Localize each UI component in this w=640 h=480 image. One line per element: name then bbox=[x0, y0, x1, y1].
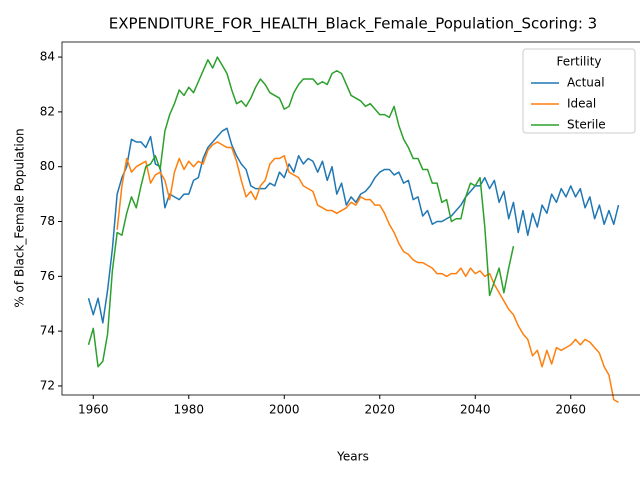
plot-frame bbox=[61, 41, 640, 396]
chart-title: EXPENDITURE_FOR_HEALTH_Black_Female_Popu… bbox=[109, 15, 597, 34]
legend-label: Ideal bbox=[567, 97, 596, 111]
y-tick-label: 82 bbox=[40, 104, 55, 118]
series-line bbox=[116, 141, 619, 404]
y-tick-label: 84 bbox=[40, 50, 55, 64]
y-tick-label: 76 bbox=[40, 269, 55, 283]
y-axis-label: % of Black_Female Population bbox=[13, 128, 27, 307]
y-tick-label: 78 bbox=[40, 214, 55, 228]
x-tick-label: 1980 bbox=[173, 403, 204, 417]
x-axis-label: Years bbox=[336, 450, 369, 464]
x-tick-label: 2060 bbox=[555, 403, 586, 417]
series-line bbox=[87, 127, 620, 324]
y-tick-label: 72 bbox=[40, 378, 55, 392]
x-tick-label: 1960 bbox=[78, 403, 109, 417]
legend-title: Fertility bbox=[556, 55, 601, 69]
legend-box bbox=[522, 48, 636, 134]
x-tick-label: 2020 bbox=[364, 403, 395, 417]
x-tick-label: 2000 bbox=[269, 403, 300, 417]
y-tick-label: 74 bbox=[40, 324, 55, 338]
series-line bbox=[87, 56, 515, 368]
y-tick-label: 80 bbox=[40, 159, 55, 173]
legend-label: Actual bbox=[567, 76, 605, 90]
x-tick-label: 2040 bbox=[460, 403, 491, 417]
legend-label: Sterile bbox=[567, 118, 606, 132]
